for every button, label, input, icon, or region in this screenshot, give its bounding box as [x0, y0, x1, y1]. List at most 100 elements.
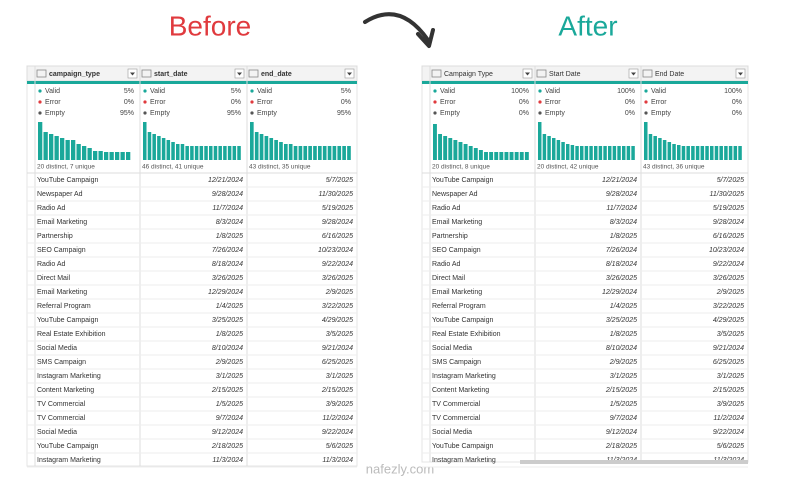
histogram-bar — [60, 138, 65, 160]
cell: Real Estate Exhibition — [432, 331, 501, 338]
histogram-bar — [180, 144, 185, 160]
cell: 3/26/2025 — [606, 275, 637, 282]
column-header: End Date — [655, 71, 684, 78]
cell: 3/1/2025 — [326, 373, 353, 380]
cell: Referral Program — [37, 303, 91, 310]
cell: 9/22/2024 — [713, 429, 744, 436]
histogram-bar — [648, 134, 653, 160]
cell: Direct Mail — [37, 275, 71, 282]
histogram-bar — [93, 151, 98, 160]
cell: SEO Campaign — [37, 247, 86, 254]
histogram-bar — [38, 122, 43, 160]
histogram-bar — [213, 146, 218, 160]
cell: Instagram Marketing — [432, 373, 496, 380]
histogram-bar — [617, 146, 621, 160]
stat-value: 0% — [732, 99, 742, 106]
cell: 9/21/2024 — [322, 345, 353, 352]
type-icon — [536, 69, 547, 78]
cell: 5/7/2025 — [717, 177, 744, 184]
histogram-bar — [185, 146, 189, 160]
cell: Newspaper Ad — [37, 191, 83, 198]
cell: Social Media — [432, 429, 472, 436]
cell: 10/23/2024 — [709, 247, 744, 254]
stat-label: Error — [440, 99, 456, 106]
cell: 3/26/2025 — [212, 275, 243, 282]
cell: Real Estate Exhibition — [37, 331, 106, 338]
histogram-bar — [269, 138, 274, 160]
histogram-bar — [54, 136, 59, 160]
stat-value: 0% — [625, 110, 635, 117]
cell: 12/29/2024 — [602, 289, 637, 296]
cell: Instagram Marketing — [432, 457, 496, 464]
cell: 3/22/2025 — [713, 303, 744, 310]
histogram-bar — [171, 142, 175, 160]
cell: 1/8/2025 — [610, 233, 637, 240]
after-label: After — [558, 10, 617, 41]
histogram-bar — [298, 146, 303, 160]
histogram-bar — [152, 134, 156, 160]
cell: 9/22/2024 — [713, 261, 744, 268]
histogram-bar — [303, 146, 308, 160]
histogram-bar — [724, 146, 728, 160]
scrollbar — [520, 460, 748, 464]
histogram-bar — [322, 146, 327, 160]
histogram-bar — [658, 138, 662, 160]
cell: TV Commercial — [432, 415, 481, 422]
histogram-bar — [514, 152, 519, 160]
stat-label: Valid — [651, 88, 666, 95]
histogram-bar — [104, 152, 109, 160]
cell: 9/12/2024 — [212, 429, 243, 436]
cell: 8/3/2024 — [610, 219, 637, 226]
cell: Partnership — [432, 233, 468, 240]
histogram-bar — [448, 138, 453, 160]
histogram-bar — [194, 146, 199, 160]
cell: 9/28/2024 — [212, 191, 243, 198]
histogram-bar — [570, 145, 575, 160]
histogram-bar — [237, 146, 241, 160]
stat-dot — [644, 100, 648, 104]
histogram-bar — [332, 146, 337, 160]
histogram-bar — [738, 146, 742, 160]
stat-label: Empty — [150, 110, 170, 117]
cell: 3/26/2025 — [322, 275, 353, 282]
cell: Email Marketing — [432, 219, 482, 226]
stat-label: Empty — [45, 110, 65, 117]
histogram-bar — [538, 122, 542, 160]
histogram-bar — [147, 132, 152, 160]
cell: 2/9/2025 — [609, 359, 637, 366]
cell: 1/4/2025 — [610, 303, 637, 310]
cell: YouTube Campaign — [432, 177, 493, 184]
cell: 12/21/2024 — [602, 177, 637, 184]
stat-value: 100% — [511, 88, 529, 95]
histogram-bar — [631, 146, 635, 160]
cell: 10/23/2024 — [318, 247, 353, 254]
stat-value: 0% — [341, 99, 351, 106]
cell: 3/25/2025 — [606, 317, 637, 324]
cell: Radio Ad — [37, 261, 66, 268]
cell: 5/6/2025 — [717, 443, 744, 450]
cell: Email Marketing — [37, 219, 87, 226]
cell: 8/10/2024 — [606, 345, 637, 352]
cell: SMS Campaign — [37, 359, 86, 366]
cell: Social Media — [432, 345, 472, 352]
cell: Social Media — [37, 345, 77, 352]
cell: 9/12/2024 — [606, 429, 637, 436]
histogram-bar — [65, 140, 70, 160]
column-header: end_date — [261, 71, 292, 78]
histogram-bar — [598, 146, 603, 160]
histogram-bar — [561, 142, 565, 160]
cell: 12/29/2024 — [208, 289, 243, 296]
column-summary: 46 distinct, 41 unique — [142, 164, 204, 171]
histogram-bar — [279, 142, 283, 160]
cell: Referral Program — [432, 303, 486, 310]
histogram-bar — [453, 140, 458, 160]
histogram-bar — [115, 152, 120, 160]
histogram-bar — [204, 146, 208, 160]
cell: 9/21/2024 — [713, 345, 744, 352]
cell: YouTube Campaign — [37, 177, 98, 184]
cell: YouTube Campaign — [37, 317, 98, 324]
quality-line — [27, 81, 357, 84]
cell: 2/9/2025 — [716, 289, 744, 296]
stat-label: Error — [651, 99, 667, 106]
histogram-bar — [463, 144, 468, 160]
